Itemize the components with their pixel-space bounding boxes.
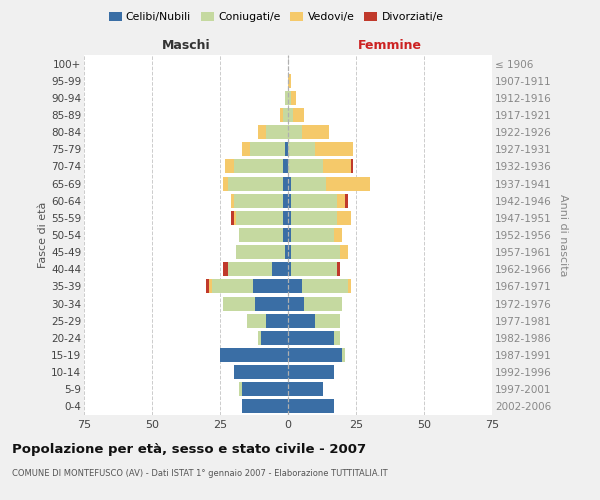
Bar [288, 194, 291, 207]
Y-axis label: Anni di nascita: Anni di nascita [558, 194, 568, 276]
Bar [228, 176, 283, 190]
Bar [236, 211, 283, 225]
Bar [283, 194, 288, 207]
Bar [337, 194, 345, 207]
Bar [288, 280, 302, 293]
Bar [291, 228, 334, 242]
Bar [242, 382, 288, 396]
Bar [326, 176, 370, 190]
Bar [288, 211, 291, 225]
Text: Maschi: Maschi [161, 38, 211, 52]
Bar [280, 108, 283, 122]
Bar [283, 176, 288, 190]
Bar [291, 176, 326, 190]
Bar [226, 160, 233, 173]
Bar [288, 245, 291, 259]
Bar [288, 400, 334, 413]
Bar [266, 125, 288, 139]
Bar [288, 125, 302, 139]
Bar [337, 262, 340, 276]
Bar [266, 314, 288, 328]
Bar [302, 280, 348, 293]
Bar [223, 262, 228, 276]
Bar [291, 91, 296, 105]
Bar [288, 348, 343, 362]
Text: COMUNE DI MONTEFUSCO (AV) - Dati ISTAT 1° gennaio 2007 - Elaborazione TUTTITALIA: COMUNE DI MONTEFUSCO (AV) - Dati ISTAT 1… [12, 468, 388, 477]
Bar [272, 262, 288, 276]
Bar [242, 142, 250, 156]
Text: Popolazione per età, sesso e stato civile - 2007: Popolazione per età, sesso e stato civil… [12, 442, 366, 456]
Legend: Celibi/Nubili, Coniugati/e, Vedovi/e, Divorziati/e: Celibi/Nubili, Coniugati/e, Vedovi/e, Di… [104, 8, 448, 27]
Bar [283, 228, 288, 242]
Bar [283, 160, 288, 173]
Bar [253, 280, 288, 293]
Bar [209, 280, 212, 293]
Bar [343, 348, 345, 362]
Bar [285, 91, 288, 105]
Bar [288, 331, 334, 345]
Bar [258, 125, 266, 139]
Bar [288, 365, 334, 379]
Bar [288, 108, 293, 122]
Bar [233, 211, 236, 225]
Bar [242, 400, 288, 413]
Bar [233, 194, 283, 207]
Bar [337, 211, 350, 225]
Bar [233, 160, 283, 173]
Bar [250, 142, 285, 156]
Bar [291, 245, 340, 259]
Bar [288, 382, 323, 396]
Bar [220, 348, 288, 362]
Bar [291, 211, 337, 225]
Bar [288, 228, 291, 242]
Bar [285, 245, 288, 259]
Bar [228, 262, 272, 276]
Bar [233, 365, 288, 379]
Bar [350, 160, 353, 173]
Bar [340, 245, 348, 259]
Bar [288, 262, 291, 276]
Bar [261, 331, 288, 345]
Bar [285, 142, 288, 156]
Bar [206, 280, 209, 293]
Bar [315, 142, 353, 156]
Bar [223, 176, 228, 190]
Bar [231, 194, 233, 207]
Bar [288, 176, 291, 190]
Bar [315, 314, 340, 328]
Bar [239, 228, 283, 242]
Bar [212, 280, 253, 293]
Bar [334, 228, 343, 242]
Bar [334, 331, 340, 345]
Bar [231, 211, 233, 225]
Bar [288, 296, 304, 310]
Bar [323, 160, 350, 173]
Bar [345, 194, 348, 207]
Y-axis label: Fasce di età: Fasce di età [38, 202, 48, 268]
Bar [288, 74, 291, 88]
Bar [236, 245, 285, 259]
Bar [302, 125, 329, 139]
Bar [256, 296, 288, 310]
Bar [247, 314, 266, 328]
Bar [348, 280, 350, 293]
Bar [223, 296, 256, 310]
Bar [288, 160, 323, 173]
Bar [258, 331, 261, 345]
Bar [291, 194, 337, 207]
Bar [239, 382, 242, 396]
Bar [293, 108, 304, 122]
Text: Femmine: Femmine [358, 38, 422, 52]
Bar [288, 91, 291, 105]
Bar [283, 211, 288, 225]
Bar [283, 108, 288, 122]
Bar [288, 142, 315, 156]
Bar [288, 314, 315, 328]
Bar [304, 296, 343, 310]
Bar [291, 262, 337, 276]
